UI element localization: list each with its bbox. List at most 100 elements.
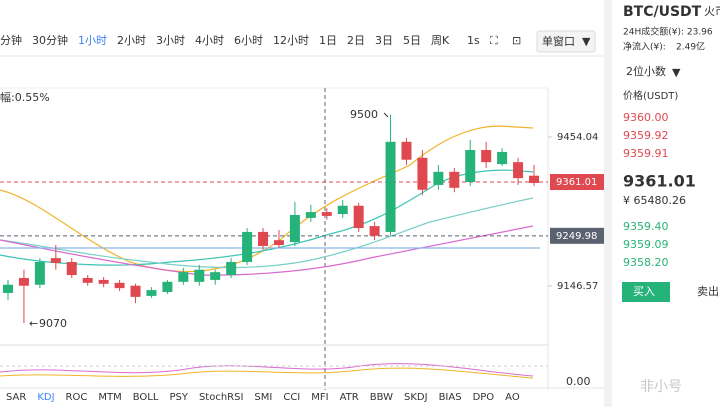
dropdown-icon: ▼ [582, 35, 591, 48]
window-mode[interactable] [536, 30, 596, 53]
ma-line [0, 125, 534, 273]
interval[interactable]: 2小时 [117, 34, 146, 47]
candle-body [82, 277, 93, 283]
candle-body [321, 212, 332, 216]
scrollbar [604, 0, 612, 407]
low-marker: 9070 [39, 317, 67, 330]
candle-body [369, 226, 380, 236]
indicator-line [0, 367, 534, 379]
indicator-tab[interactable]: MFI [311, 392, 328, 403]
turnover: 24H成交额(¥): 23.96 [623, 26, 713, 38]
candle-body [98, 279, 109, 284]
price-tag-label: 9361.01 [556, 177, 597, 188]
chart-bg [0, 0, 612, 407]
indicator-axis: 0.00 [566, 375, 591, 388]
indicator-tab[interactable]: ATR [340, 392, 359, 403]
amplitude: 幅:0.55% [0, 91, 50, 104]
indicator-tab[interactable]: DPO [473, 392, 495, 403]
interval[interactable]: 3小时 [156, 34, 185, 47]
seconds-toggle[interactable]: 1s [467, 34, 480, 47]
interval[interactable]: 分钟 [0, 33, 22, 47]
indicator-tab[interactable]: SAR [6, 392, 26, 403]
candle-body [385, 141, 396, 232]
indicator-tab[interactable]: BBW [370, 392, 393, 403]
pair: BTC/USDT [623, 4, 702, 20]
candle-body [513, 162, 524, 179]
interval[interactable]: 30分钟 [32, 33, 68, 47]
indicator-tab[interactable]: BOLL [133, 392, 159, 403]
candle-body [529, 175, 539, 183]
candle-body [497, 151, 508, 165]
candle-body [417, 157, 428, 190]
interval[interactable]: 12小时 [273, 34, 309, 47]
indicator-line [0, 363, 534, 377]
candle-body [449, 171, 460, 188]
candle-body [353, 205, 364, 229]
price-header: 价格(USDT) [623, 89, 678, 102]
last-cny: ¥ 65480.26 [623, 194, 686, 207]
sell-label[interactable]: 卖出 [697, 284, 719, 298]
ask-price: 9359.92 [623, 129, 669, 142]
candle-body [289, 214, 300, 243]
net-inflow-label: 净流入(¥): [623, 41, 666, 53]
interval[interactable]: 5日 [403, 34, 421, 47]
interval[interactable]: 4小时 [195, 34, 224, 47]
buy-button[interactable] [622, 282, 670, 302]
indicator-tab[interactable]: KDJ [37, 392, 54, 403]
high-marker: 9500 [350, 108, 378, 121]
y-tick-label: 9454.04 [557, 132, 598, 143]
candle-body [210, 272, 221, 280]
indicator-tab[interactable]: ROC [66, 392, 88, 403]
interval[interactable]: 6小时 [234, 34, 263, 47]
candle-body [162, 281, 173, 293]
ask-price: 9360.00 [623, 111, 669, 124]
decimals[interactable]: 2位小数 [626, 64, 666, 78]
candle-body [114, 282, 125, 289]
indicator-tab[interactable]: CCI [283, 392, 300, 403]
bid-price: 9358.20 [623, 256, 669, 269]
candle-body [18, 277, 29, 286]
arrow: ← [29, 317, 38, 330]
interval[interactable]: 周K [431, 34, 450, 47]
icon[interactable]: ⛶ [490, 34, 498, 47]
ma-line [0, 225, 534, 276]
indicator-tab[interactable]: AO [505, 392, 520, 403]
candle-body [481, 150, 492, 163]
candle-body [433, 171, 444, 185]
indicator-tab[interactable]: StochRSI [199, 392, 243, 403]
icon[interactable]: ⊡ [512, 34, 521, 47]
candle-body [146, 290, 157, 296]
candle-body [465, 150, 476, 183]
ask-price: 9359.91 [623, 147, 669, 160]
interval[interactable]: 1日 [319, 34, 337, 47]
buy-label[interactable]: 买入 [633, 285, 655, 298]
candle-body [3, 284, 13, 293]
bid-price: 9359.09 [623, 238, 669, 251]
indicator-tab[interactable]: MTM [98, 392, 121, 403]
bid-price: 9359.40 [623, 220, 669, 233]
interval[interactable]: 1小时 [78, 34, 107, 47]
side-panel [612, 0, 720, 407]
window-mode-label[interactable]: 单窗口 [542, 34, 575, 48]
candle-body [258, 231, 269, 246]
indicator-tab[interactable]: SMI [254, 392, 272, 403]
candle-body [34, 261, 45, 285]
candle-body [178, 272, 189, 282]
arrow [383, 112, 389, 118]
y-tick-label: 9146.57 [557, 281, 598, 292]
watermark: 非小号 [640, 379, 682, 395]
price-tag [550, 227, 604, 244]
dropdown-icon: ▼ [672, 66, 681, 79]
indicator-tab[interactable]: SKDJ [404, 392, 428, 403]
candle-body [242, 231, 253, 262]
candle-body [401, 141, 412, 160]
candle-body [337, 205, 348, 214]
interval[interactable]: 3日 [375, 34, 393, 47]
candle-body [66, 261, 77, 276]
indicator-tab[interactable]: PSY [169, 392, 188, 403]
indicator-tab[interactable]: BIAS [439, 392, 462, 403]
interval[interactable]: 2日 [347, 34, 365, 47]
price-tag [550, 174, 604, 191]
candle-body [130, 285, 141, 297]
